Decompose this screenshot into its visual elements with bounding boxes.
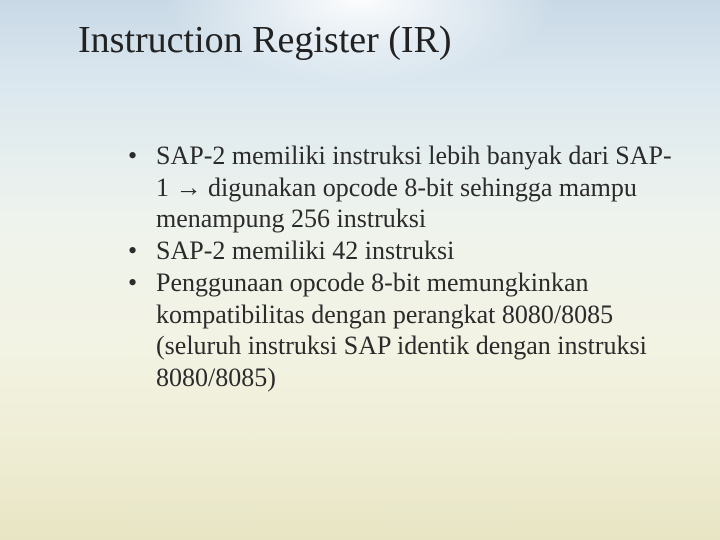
- slide-title: Instruction Register (IR): [78, 18, 452, 62]
- bullet-text: SAP-2 memiliki 42 instruksi: [156, 236, 454, 265]
- bullet-text: Penggunaan opcode 8-bit memungkinkan kom…: [156, 268, 647, 392]
- bullet-list: SAP-2 memiliki instruksi lebih banyak da…: [128, 140, 672, 394]
- list-item: SAP-2 memiliki 42 instruksi: [128, 235, 672, 267]
- list-item: Penggunaan opcode 8-bit memungkinkan kom…: [128, 267, 672, 394]
- slide-body: SAP-2 memiliki instruksi lebih banyak da…: [128, 140, 672, 394]
- list-item: SAP-2 memiliki instruksi lebih banyak da…: [128, 140, 672, 235]
- bullet-text: SAP-2 memiliki instruksi lebih banyak da…: [156, 141, 672, 233]
- slide: Instruction Register (IR) SAP-2 memiliki…: [0, 0, 720, 540]
